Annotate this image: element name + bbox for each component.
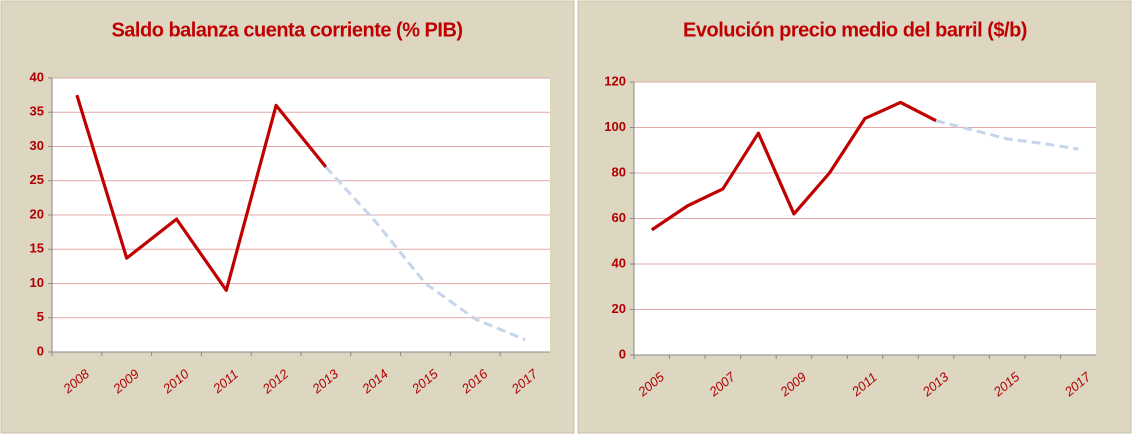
y-tick-label: 20 (612, 301, 626, 316)
y-tick-label: 5 (37, 309, 44, 324)
line (324, 166, 526, 342)
y-tick-label: 10 (30, 275, 44, 290)
y-tick-label: 60 (612, 210, 626, 225)
y-tick-label: 35 (30, 104, 44, 119)
line (75, 94, 328, 292)
y-tick-label: 30 (30, 138, 44, 153)
y-tick-label: 20 (30, 206, 44, 221)
line (650, 100, 937, 232)
y-tick-label: 25 (30, 172, 44, 187)
y-tick-label: 0 (619, 346, 626, 361)
chart-title: Evolución precio medio del barril ($/b) (683, 19, 1027, 41)
y-tick-label: 120 (604, 73, 626, 88)
y-tick-label: 40 (612, 255, 626, 270)
y-tick-label: 100 (604, 119, 626, 134)
y-tick-label: 0 (37, 343, 44, 358)
line (935, 119, 1079, 151)
chart-title: Saldo balanza cuenta corriente (% PIB) (111, 19, 462, 41)
y-tick-label: 80 (612, 164, 626, 179)
y-tick-label: 40 (30, 69, 44, 84)
y-tick-label: 15 (30, 241, 44, 256)
